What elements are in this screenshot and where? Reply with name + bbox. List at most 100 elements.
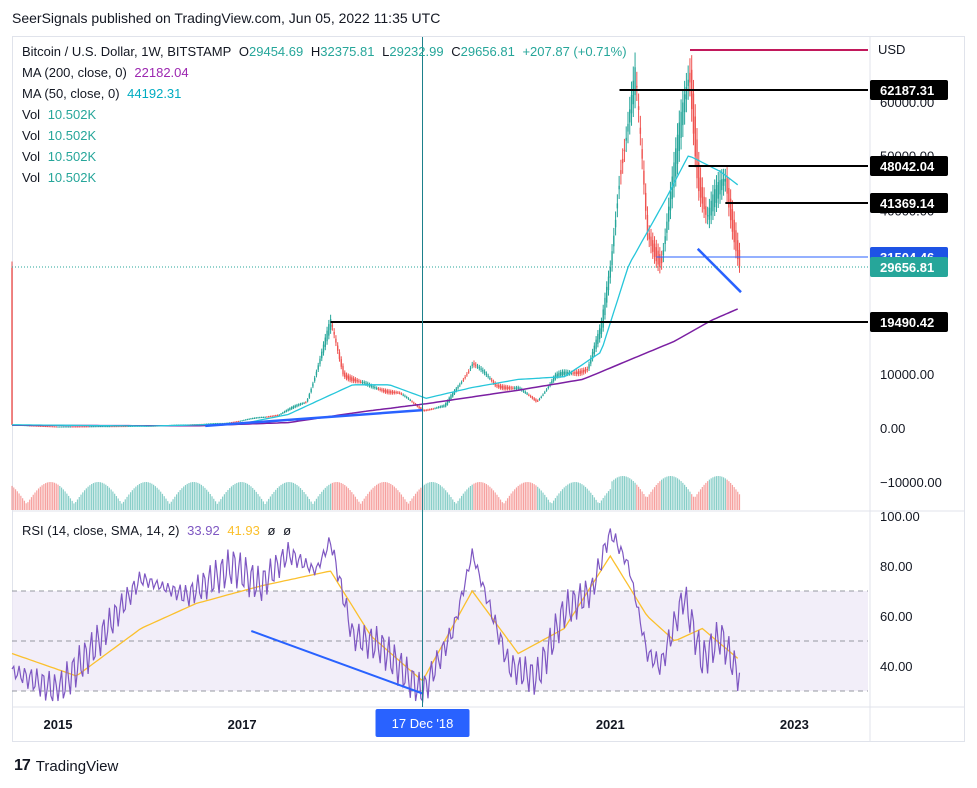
- volume-bar: [565, 485, 567, 510]
- candle-body: [512, 387, 514, 389]
- price-level-badge: [870, 193, 948, 213]
- candle-body: [80, 426, 82, 428]
- volume-bar: [721, 476, 723, 510]
- volume-bar: [478, 482, 480, 510]
- volume-bar: [471, 484, 473, 510]
- candle-body: [685, 86, 688, 100]
- candle-body: [586, 368, 588, 371]
- volume-bar: [659, 481, 661, 510]
- volume-bar: [52, 482, 54, 510]
- candle-body: [655, 247, 658, 262]
- volume-bar: [222, 496, 224, 510]
- volume-bar: [423, 484, 426, 510]
- volume-bar: [112, 491, 114, 510]
- volume-bar: [724, 478, 726, 510]
- candle-body: [303, 402, 305, 404]
- volume-bar: [604, 495, 606, 510]
- candle-body: [122, 426, 125, 428]
- candle-body: [60, 426, 63, 428]
- volume-bar: [232, 485, 234, 510]
- volume-bar: [117, 498, 119, 510]
- volume-bar: [129, 492, 132, 510]
- volume-bar: [353, 494, 355, 510]
- candle-body: [680, 111, 682, 139]
- vol-value: 10.502K: [47, 170, 97, 185]
- volume-bar: [278, 486, 280, 510]
- candle-body: [627, 123, 629, 132]
- candle-body: [335, 338, 337, 343]
- volume-bar: [492, 490, 495, 510]
- volume-bar: [179, 490, 181, 510]
- candle-body: [513, 387, 516, 389]
- volume-bar: [153, 484, 155, 510]
- candle-body: [503, 386, 505, 389]
- volume-bar: [227, 489, 229, 510]
- candle-body: [243, 419, 245, 421]
- candle-body: [535, 399, 537, 402]
- candle-body: [717, 182, 719, 199]
- volume-bar: [174, 496, 176, 510]
- candle-body: [737, 240, 739, 260]
- volume-bar: [687, 489, 689, 510]
- volume-bar: [714, 476, 716, 510]
- volume-bar: [455, 503, 457, 510]
- candle-body: [699, 177, 702, 198]
- volume-bar: [400, 494, 403, 510]
- vol-label: Vol: [22, 149, 41, 164]
- volume-bar: [443, 488, 445, 510]
- candle-body: [290, 407, 293, 410]
- volume-bar: [30, 497, 33, 510]
- candle-body: [276, 414, 279, 416]
- volume-bar: [209, 493, 211, 510]
- candle-body: [69, 426, 72, 428]
- candle-body: [597, 333, 599, 344]
- volume-bar: [420, 487, 422, 510]
- volume-bar: [303, 491, 305, 510]
- volume-bar: [554, 498, 557, 510]
- volume-bar: [514, 489, 516, 510]
- volume-bar: [239, 482, 241, 510]
- volume-bar: [121, 503, 123, 510]
- candle-body: [375, 387, 378, 389]
- volume-bar: [638, 486, 640, 510]
- volume-bar: [503, 503, 505, 510]
- volume-bar: [273, 491, 275, 510]
- volume-bar: [418, 489, 420, 510]
- candle-body: [450, 395, 452, 400]
- candle-body: [476, 366, 479, 368]
- volume-bar: [602, 497, 604, 510]
- volume-bar: [365, 496, 367, 510]
- volume-bar: [540, 490, 542, 510]
- volume-bar: [574, 482, 576, 510]
- candle-body: [698, 162, 700, 192]
- candle-body: [370, 385, 373, 387]
- candle-body: [714, 189, 716, 208]
- candle-body: [271, 415, 273, 417]
- candle-body: [278, 414, 280, 416]
- rsi-label: RSI (14, close, SMA, 14, 2): [22, 523, 180, 538]
- high-label: H: [310, 44, 321, 59]
- volume-bar: [425, 483, 427, 510]
- volume-bar: [306, 496, 309, 510]
- candle-body: [567, 371, 569, 374]
- price-level-badge-label: 62187.31: [880, 83, 934, 98]
- candle-body: [613, 235, 615, 247]
- volume-bar: [160, 491, 162, 510]
- candle-body: [462, 379, 465, 381]
- candle-body: [336, 345, 339, 351]
- volume-bar: [613, 479, 615, 510]
- candle-body: [524, 391, 527, 393]
- low-label: L: [382, 44, 390, 59]
- volume-bar: [535, 485, 537, 510]
- volume-bar: [671, 476, 673, 510]
- volume-bar: [469, 486, 472, 510]
- candle-body: [669, 191, 672, 211]
- volume-bar: [448, 494, 450, 510]
- candle-body: [404, 395, 406, 397]
- volume-bar: [510, 493, 512, 510]
- volume-bar: [726, 479, 728, 510]
- time-tick-label: 2023: [780, 717, 809, 732]
- volume-bar: [512, 491, 514, 510]
- vol-label: Vol: [22, 107, 41, 122]
